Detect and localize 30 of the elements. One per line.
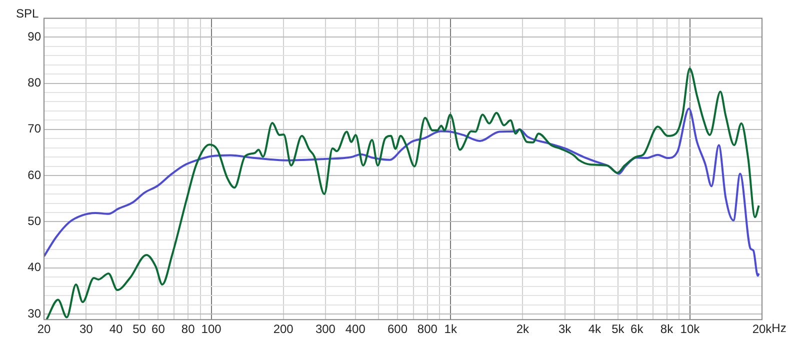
x-tick-label: 40 — [109, 322, 124, 336]
x-tick-label: 400 — [345, 322, 366, 336]
y-tick-label: 90 — [28, 29, 42, 44]
y-tick-label: 50 — [28, 214, 42, 228]
x-tick-label: 5k — [612, 322, 626, 336]
x-tick-label: 20k — [752, 322, 773, 336]
y-tick-label: 60 — [28, 168, 42, 182]
x-tick-label: 10k — [680, 322, 701, 336]
x-tick-label: 4k — [588, 322, 602, 336]
x-tick-label: 1k — [444, 322, 458, 336]
x-tick-label: 800 — [417, 322, 438, 336]
y-tick-label: 70 — [28, 122, 42, 136]
x-tick-label: 100 — [201, 322, 222, 336]
y-axis-title: SPL — [16, 6, 40, 20]
x-tick-label: 6k — [630, 322, 644, 336]
x-tick-label: 20 — [37, 322, 51, 336]
x-tick-label: 2k — [516, 322, 530, 336]
x-tick-label: 30 — [79, 322, 94, 336]
x-tick-label: 50 — [132, 322, 146, 336]
x-tick-label: 60 — [152, 322, 166, 336]
x-tick-label: 8k — [660, 322, 674, 336]
x-tick-label: 80 — [181, 322, 196, 336]
x-tick-label: 600 — [388, 322, 408, 336]
y-tick-label: 80 — [28, 76, 42, 90]
y-tick-label: 40 — [28, 260, 42, 274]
y-tick-label: 30 — [28, 306, 42, 320]
x-axis-title: Hz — [772, 320, 786, 335]
x-tick-label: 3k — [558, 322, 572, 336]
x-tick-label: 200 — [273, 322, 294, 336]
x-tick-label: 300 — [315, 322, 336, 336]
